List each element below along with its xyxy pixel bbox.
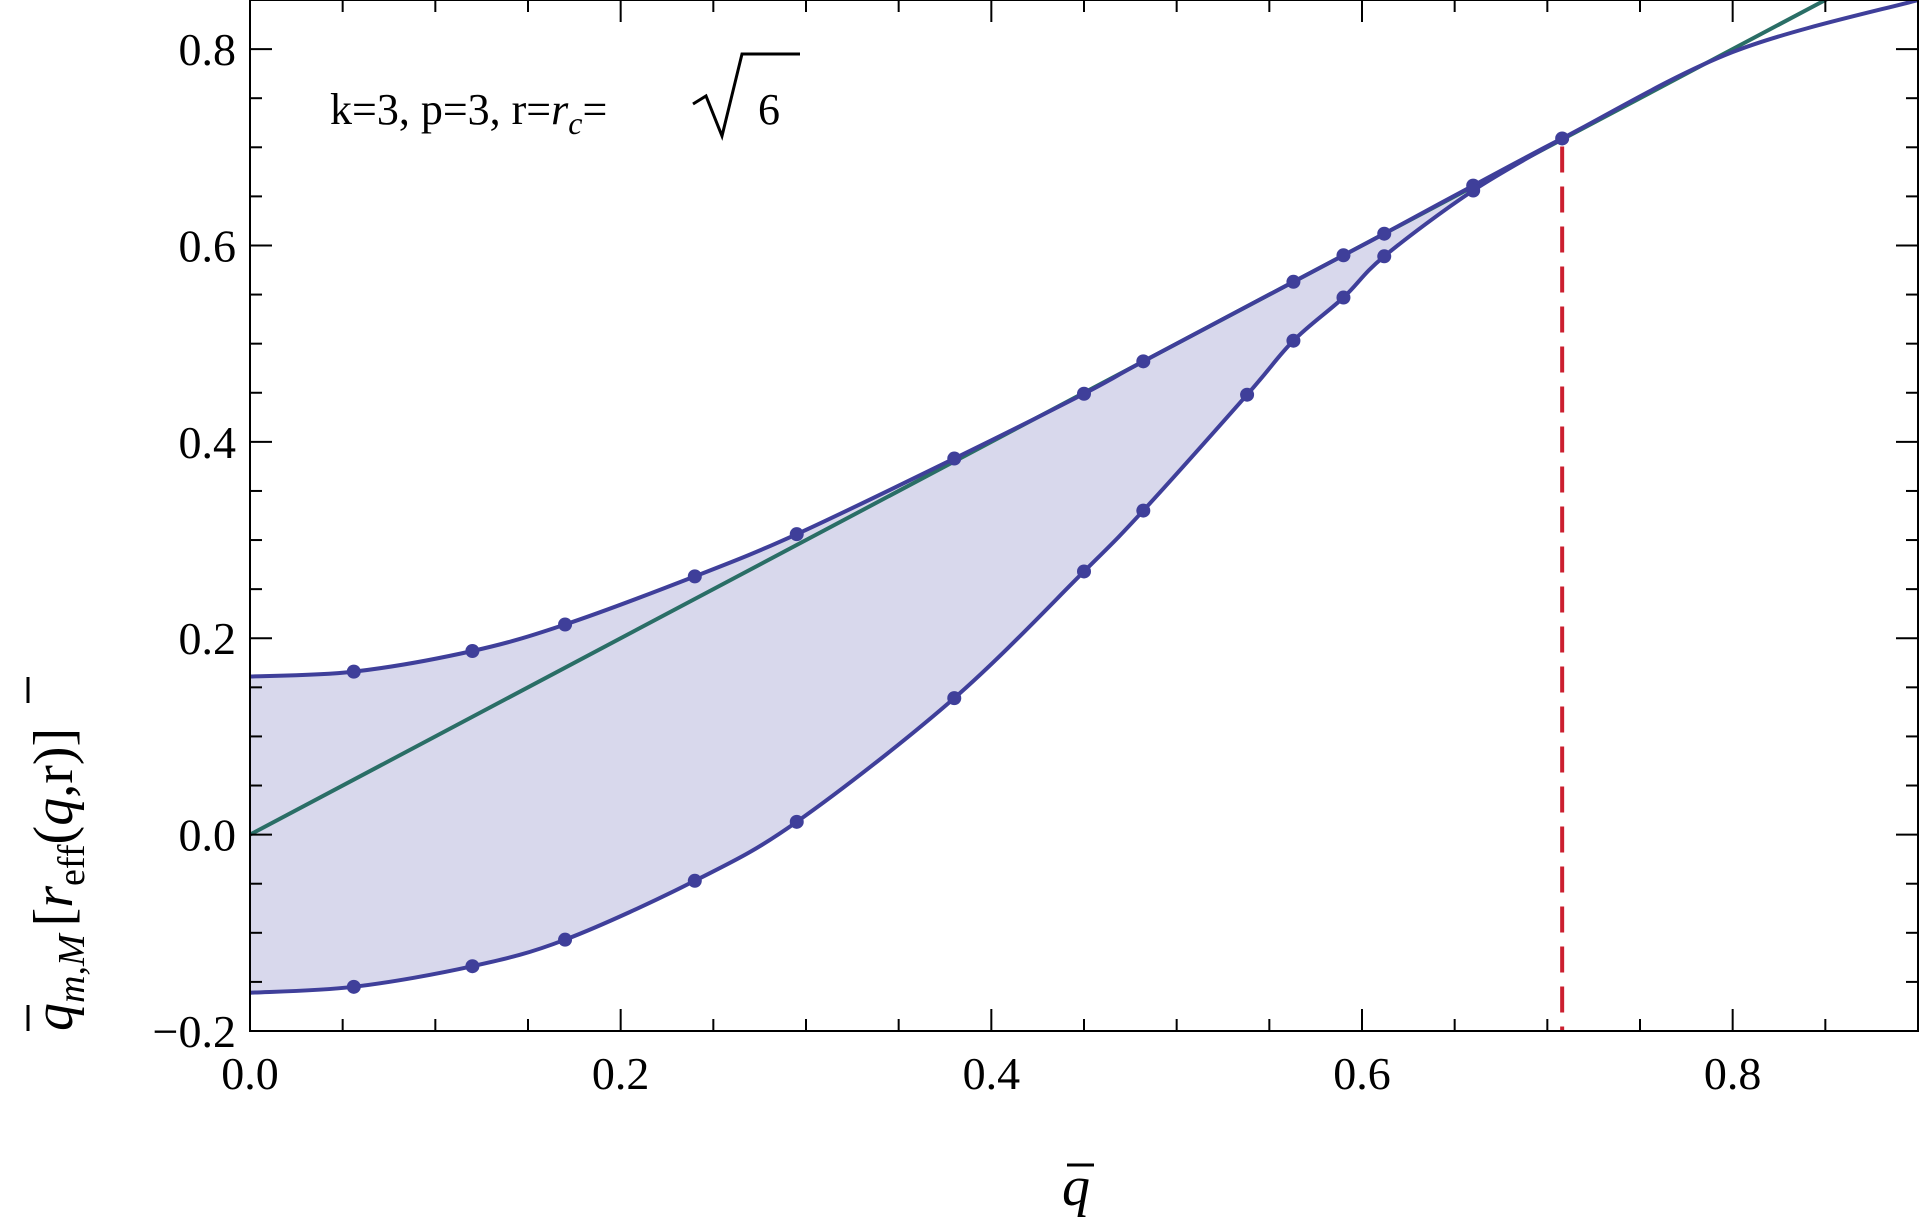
svg-text:qm,M[reff(q,r)]: qm,M[reff(q,r)]	[23, 728, 93, 1031]
y-title-open: [	[23, 908, 85, 927]
y-tick-label: 0.8	[179, 24, 237, 75]
annotation-equals: =	[582, 85, 607, 134]
y-title-r-sub: eff	[51, 844, 93, 886]
x-tick-label: 0.4	[963, 1048, 1021, 1099]
upper-data-point	[789, 527, 804, 542]
y-title-args-q: q	[23, 798, 85, 826]
y-tick-label: 0.2	[179, 613, 237, 664]
shaded-region	[250, 138, 1563, 993]
upper-data-point	[346, 664, 361, 679]
lower-data-point	[789, 814, 804, 829]
lower-data-point	[1136, 503, 1151, 518]
y-axis-title: qm,M[reff(q,r)]	[23, 677, 93, 1031]
sqrt-radical-icon	[692, 52, 800, 141]
x-tick-label: 0.8	[1704, 1048, 1762, 1099]
annotation-r-symbol: r	[551, 85, 569, 134]
upper-data-point	[558, 617, 573, 632]
x-tick-label: 0.6	[1333, 1048, 1391, 1099]
lower-curve	[250, 136, 1564, 995]
lower-data-point	[687, 873, 702, 888]
upper-data-point	[465, 644, 480, 659]
x-tick-label: 0.0	[221, 1048, 279, 1099]
x-title-q: q	[1062, 1156, 1090, 1218]
annotation: k=3, p=3, r=rc= 6	[330, 52, 800, 141]
upper-data-point	[687, 569, 702, 584]
lower-data-point	[1336, 290, 1351, 305]
y-title-q: q	[23, 1003, 85, 1031]
y-title-args-open: (	[23, 826, 85, 845]
upper-data-point	[1336, 248, 1351, 263]
y-tick-label: −0.2	[153, 1006, 236, 1057]
x-axis-title: q	[1062, 1156, 1094, 1218]
region-fill-layer	[250, 138, 1563, 993]
y-title-args-rest: ,r)]	[23, 728, 85, 798]
annotation-r-sub: c	[568, 105, 582, 141]
lower-data-point	[1377, 249, 1392, 264]
y-title-r: r	[23, 886, 85, 908]
upper-data-point	[1555, 131, 1570, 146]
y-tick-label: 0.6	[179, 220, 237, 271]
lower-data-point	[947, 691, 962, 706]
upper-data-point	[1377, 226, 1392, 241]
lower-data-point	[465, 959, 480, 974]
lower-data-point	[1077, 564, 1091, 579]
x-tick-label: 0.2	[592, 1048, 650, 1099]
lower-data-point	[346, 979, 361, 994]
lower-data-point	[1466, 183, 1481, 198]
upper-data-point	[1286, 274, 1301, 289]
lower-data-point	[1286, 333, 1301, 348]
y-tick-label: 0.4	[179, 417, 237, 468]
y-title-sub: m,M	[51, 932, 93, 1003]
markers-layer	[346, 131, 1570, 994]
annotation-sqrt-arg: 6	[758, 85, 780, 134]
upper-data-point	[1136, 354, 1151, 369]
lower-data-point	[1240, 387, 1255, 402]
upper-data-point	[1077, 386, 1091, 401]
lower-data-point	[558, 932, 573, 947]
y-tick-label: 0.0	[179, 810, 237, 861]
annotation-text: k=3, p=3, r=	[330, 85, 551, 134]
svg-text:k=3, p=3, r=rc=: k=3, p=3, r=rc=	[330, 85, 607, 141]
ticks-layer: 0.0 0.2 0.4 0.6 0.8−0.20.00.20.40.60.8	[153, 0, 1919, 1099]
upper-data-point	[947, 451, 962, 466]
